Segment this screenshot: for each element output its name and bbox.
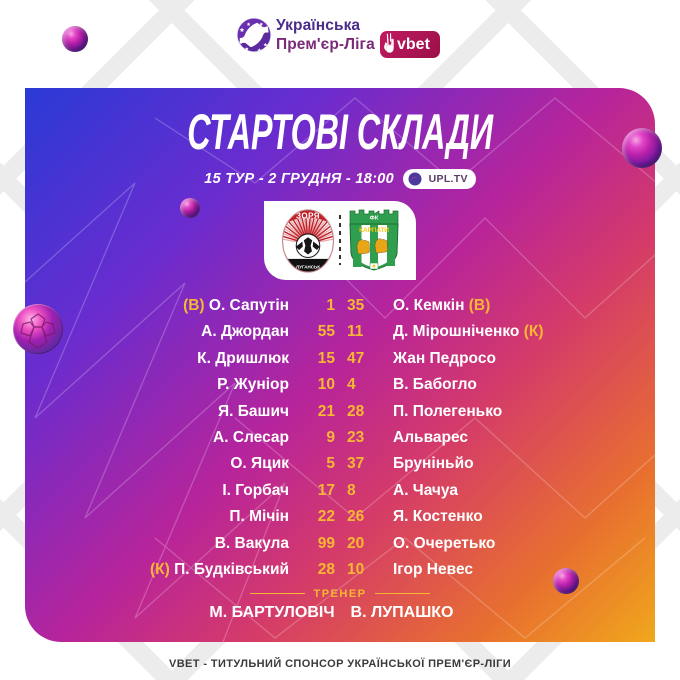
- svg-text:ЛУГАНСЬК: ЛУГАНСЬК: [296, 264, 320, 269]
- svg-text:КАРПАТИ: КАРПАТИ: [359, 227, 389, 234]
- svg-text:ЗОРЯ: ЗОРЯ: [296, 211, 320, 220]
- svg-text:ФК: ФК: [370, 216, 379, 222]
